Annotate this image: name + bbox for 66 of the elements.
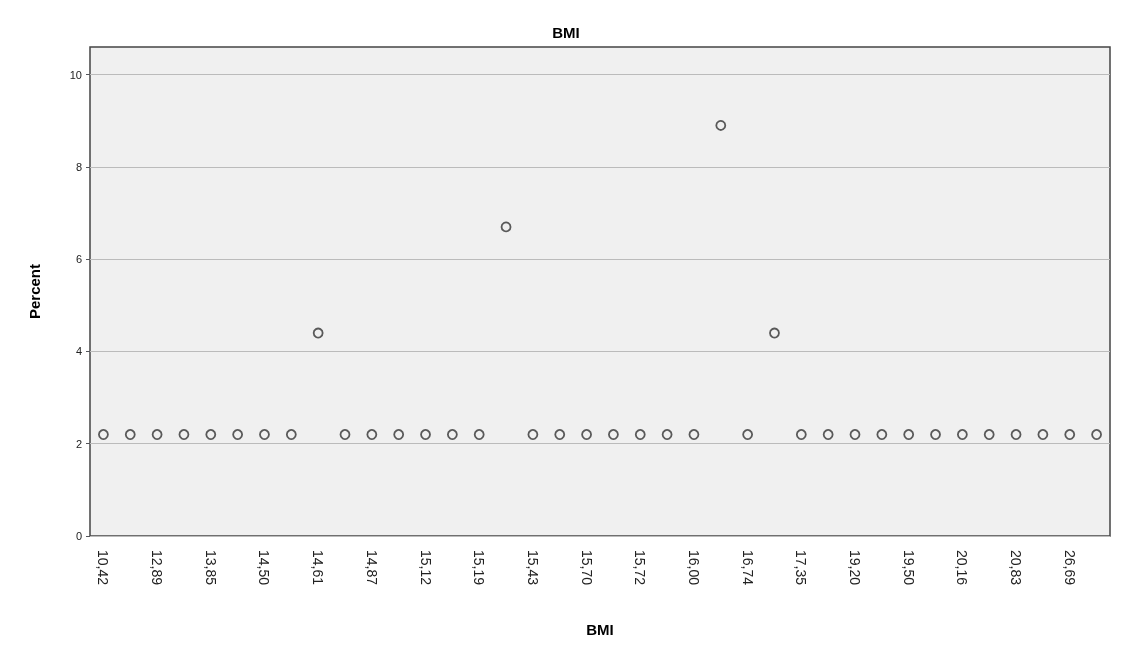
point <box>769 327 780 339</box>
point <box>688 429 700 440</box>
point <box>795 429 807 440</box>
point <box>715 120 727 131</box>
y-tick-label: 2 <box>75 437 82 450</box>
point <box>661 429 673 440</box>
x-tick-label: 14,50 <box>256 550 273 586</box>
point <box>956 429 968 440</box>
y-tick-label: 4 <box>75 345 82 358</box>
point <box>98 429 109 440</box>
x-tick-label: 12,89 <box>149 550 166 586</box>
x-tick-label: 17,35 <box>793 550 810 586</box>
point <box>339 429 351 440</box>
point <box>930 429 941 440</box>
point <box>581 429 592 440</box>
x-tick-label: 19,20 <box>847 550 863 586</box>
point <box>312 327 324 339</box>
point <box>420 429 431 440</box>
x-tick-label: 10,42 <box>95 550 112 586</box>
point <box>1064 429 1076 440</box>
point <box>527 429 539 440</box>
point <box>876 429 888 440</box>
point <box>232 429 244 440</box>
x-tick-label: 15,70 <box>578 550 595 586</box>
chart-title: BMI <box>552 24 580 41</box>
point <box>285 429 297 440</box>
x-axis-title: BMI <box>586 621 614 638</box>
point <box>393 429 405 440</box>
point <box>608 429 619 440</box>
point <box>554 429 566 440</box>
x-tick-label: 20,16 <box>954 550 971 586</box>
point <box>822 429 834 440</box>
y-tick-label: 0 <box>75 530 82 542</box>
point <box>903 429 915 440</box>
y-tick-label: 10 <box>69 68 82 81</box>
x-tick-label: 20,83 <box>1008 550 1025 586</box>
x-tick-label: 16,74 <box>739 550 756 586</box>
x-tick-label: 15,12 <box>417 550 434 586</box>
point <box>124 429 136 440</box>
point <box>259 429 270 440</box>
point <box>1010 429 1022 440</box>
y-axis-title: Percent <box>26 263 43 320</box>
point <box>1037 429 1049 440</box>
x-tick-label: 14,87 <box>363 550 380 586</box>
x-tick-label: 14,61 <box>310 550 327 586</box>
y-tick-label: 8 <box>75 160 82 173</box>
point <box>849 429 861 440</box>
point <box>151 429 163 440</box>
point <box>742 429 754 440</box>
point <box>446 429 458 440</box>
point <box>178 429 190 440</box>
point <box>473 429 485 440</box>
x-tick-label: 19,50 <box>900 550 917 586</box>
y-tick-label: 6 <box>75 253 82 266</box>
point <box>634 429 646 440</box>
point <box>983 429 995 440</box>
x-tick-label: 13,85 <box>202 550 219 586</box>
x-tick-label: 16,00 <box>685 550 702 586</box>
x-tick-label: 26,69 <box>1061 550 1078 586</box>
x-tick-label: 15,72 <box>632 550 649 586</box>
point <box>500 221 512 233</box>
x-tick-label: 15,43 <box>524 550 541 586</box>
point <box>1091 429 1102 440</box>
x-tick-label: 15,19 <box>471 550 488 586</box>
point <box>366 429 378 440</box>
point <box>205 429 217 440</box>
